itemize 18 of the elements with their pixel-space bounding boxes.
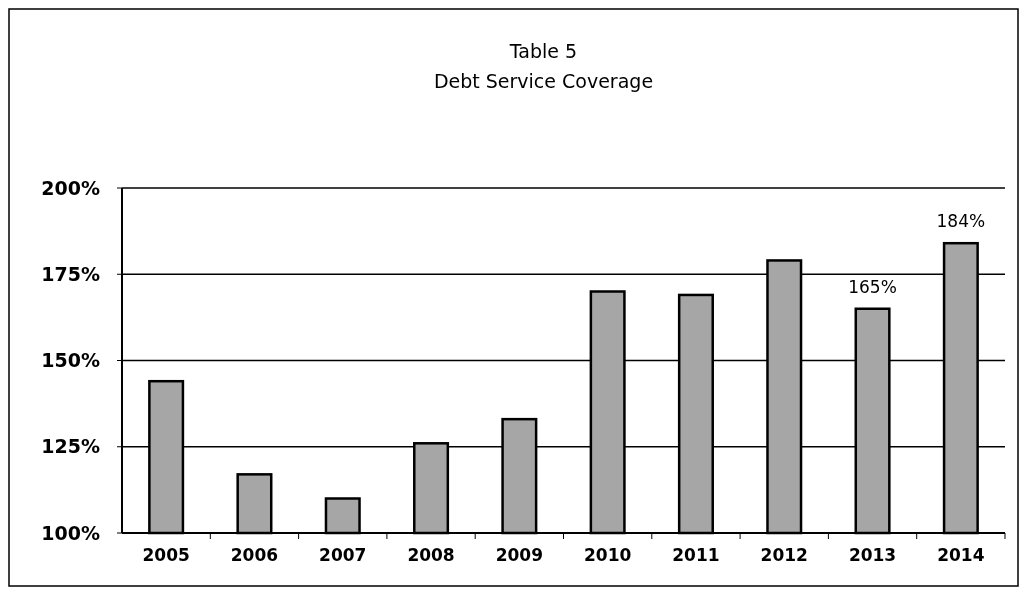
y-tick-label: 125% [41, 435, 100, 458]
y-tick-label: 100% [41, 521, 100, 544]
x-tick-label: 2011 [672, 545, 720, 565]
y-tick-label: 175% [41, 262, 100, 285]
x-tick-label: 2005 [142, 545, 190, 565]
y-tick-label: 150% [41, 349, 100, 372]
x-tick-label: 2010 [583, 545, 632, 565]
x-tick-label: 2008 [407, 545, 455, 565]
x-tick-label: 2013 [848, 545, 897, 565]
x-tick-label: 2009 [495, 545, 544, 565]
x-tick-label: 2014 [937, 545, 985, 565]
data-label: 184% [936, 211, 986, 232]
data-label: 165% [848, 276, 897, 297]
y-tick-label: 200% [41, 176, 100, 199]
x-tick-label: 2006 [230, 545, 279, 565]
x-tick-label: 2007 [319, 545, 367, 565]
chart-title: Table 5 Debt Service Coverage [433, 40, 654, 92]
x-tick-label: 2012 [760, 545, 808, 565]
